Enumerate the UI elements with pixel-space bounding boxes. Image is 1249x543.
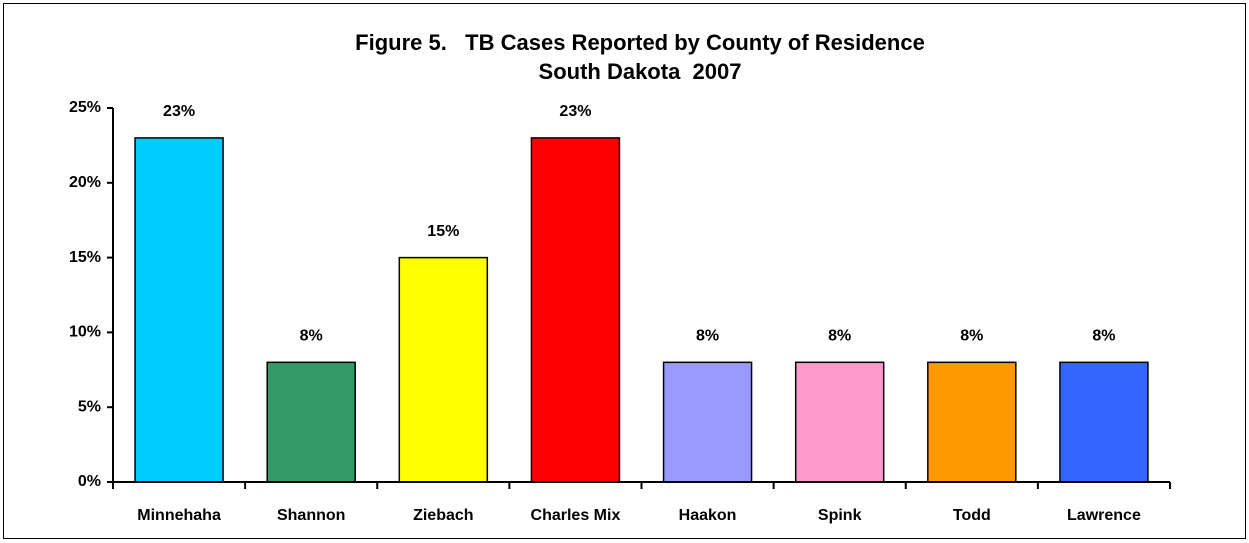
bar	[794, 361, 885, 483]
x-tick-label: Todd	[953, 507, 991, 524]
chart-subtitle: South Dakota 2007	[539, 59, 742, 84]
data-label: 8%	[696, 328, 719, 345]
y-tick-label: 0%	[78, 473, 101, 490]
bar	[662, 361, 753, 483]
data-label: 8%	[960, 328, 983, 345]
bar	[927, 361, 1017, 483]
bar	[266, 361, 356, 483]
x-tick-label: Haakon	[679, 507, 737, 524]
x-tick-label: Lawrence	[1067, 507, 1141, 524]
x-tick-label: Spink	[818, 507, 862, 524]
x-tick-label: Shannon	[277, 507, 345, 524]
data-label: 8%	[300, 328, 323, 345]
x-tick-label: Charles Mix	[531, 507, 621, 524]
y-tick-label: 10%	[69, 324, 101, 341]
data-label: 8%	[1092, 328, 1115, 345]
x-tick-label: Minnehaha	[137, 507, 221, 524]
y-tick-label: 20%	[69, 174, 101, 191]
y-tick-label: 5%	[78, 398, 101, 415]
data-label: 15%	[427, 223, 459, 240]
bar	[530, 137, 621, 483]
y-tick-label: 15%	[69, 249, 101, 266]
bar	[398, 256, 489, 483]
data-label: 23%	[163, 103, 195, 120]
y-tick-label: 25%	[69, 99, 101, 116]
bar	[134, 137, 224, 483]
bar	[1059, 361, 1149, 483]
data-label: 8%	[828, 328, 851, 345]
x-tick-label: Ziebach	[413, 507, 473, 524]
data-label: 23%	[559, 103, 591, 120]
chart-title: Figure 5. TB Cases Reported by County of…	[355, 30, 925, 55]
